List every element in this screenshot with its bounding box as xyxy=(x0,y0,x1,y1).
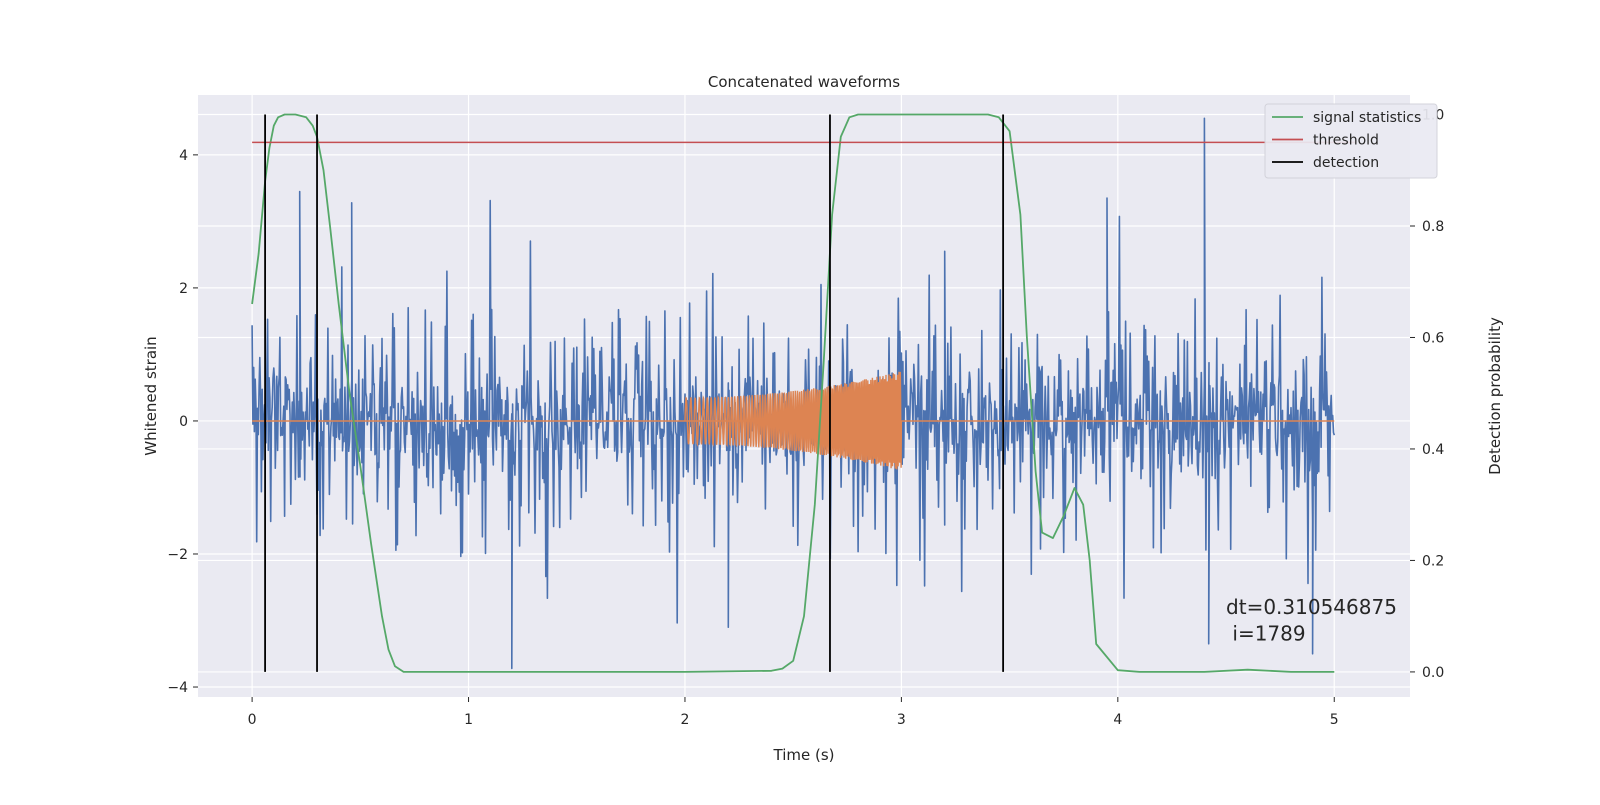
y2-tick-label: 0.4 xyxy=(1422,442,1444,458)
y-tick-label: −2 xyxy=(167,547,188,563)
x-tick-label: 2 xyxy=(681,712,690,728)
x-tick-label: 1 xyxy=(464,712,473,728)
x-tick-label: 5 xyxy=(1330,712,1339,728)
x-axis-label: Time (s) xyxy=(773,746,835,764)
y-tick-label: 2 xyxy=(179,281,188,297)
legend-box xyxy=(1264,103,1438,179)
legend-label: detection xyxy=(1313,155,1379,171)
x-tick-label: 4 xyxy=(1113,712,1122,728)
legend: signal statistics threshold detection xyxy=(1264,103,1438,179)
y2-axis-label: Detection probability xyxy=(1486,317,1504,475)
y2-tick-label: 0.0 xyxy=(1422,665,1444,681)
x-tick-label: 3 xyxy=(897,712,906,728)
signal-statistics-line xyxy=(251,113,1335,673)
y-tick-label: −4 xyxy=(167,680,188,696)
legend-label: threshold xyxy=(1313,133,1379,149)
chart-title: Concatenated waveforms xyxy=(708,73,900,91)
strain-noise-line xyxy=(251,117,1336,670)
annotation-text: dt=0.310546875 xyxy=(1226,595,1397,619)
annotation-text: i=1789 xyxy=(1226,621,1306,645)
y-axis-label: Whitened strain xyxy=(142,336,160,455)
y2-tick-label: 0.8 xyxy=(1422,219,1444,235)
y-tick-label: 4 xyxy=(179,148,188,164)
series-layer xyxy=(251,113,1356,673)
annotation-layer: dt=0.310546875 i=1789 xyxy=(1226,595,1397,646)
x-tick-label: 0 xyxy=(248,712,257,728)
legend-label: signal statistics xyxy=(1313,110,1421,126)
y2-tick-label: 0.6 xyxy=(1422,330,1444,346)
y2-tick-label: 0.2 xyxy=(1422,553,1444,569)
injection-chirp-line xyxy=(684,371,903,470)
y-tick-label: 0 xyxy=(179,414,188,430)
